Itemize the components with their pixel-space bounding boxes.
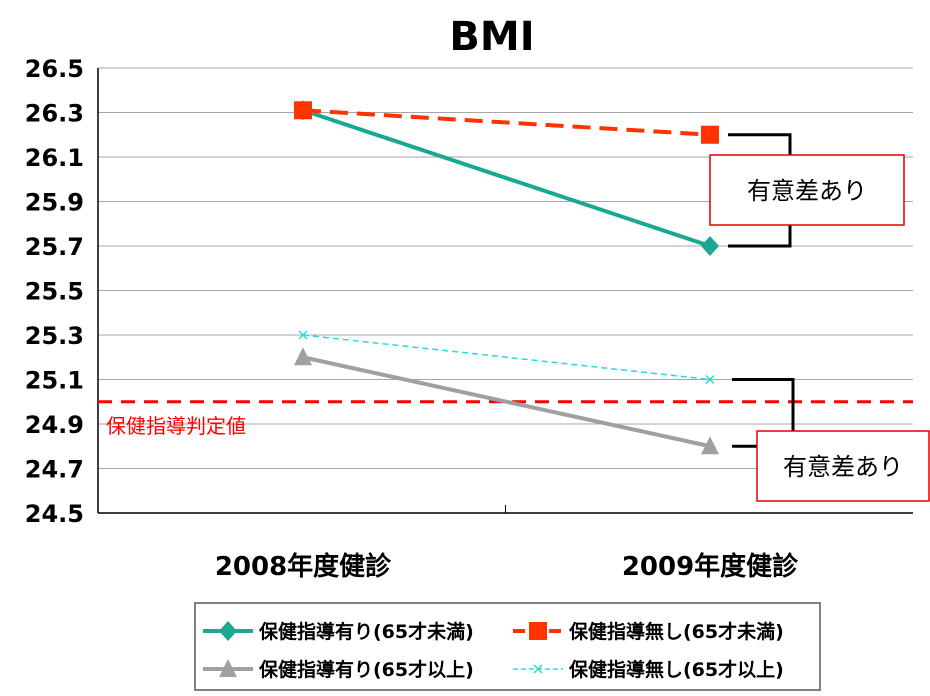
- series-4: [298, 330, 715, 385]
- significance-label: 有意差あり: [783, 453, 903, 481]
- x-category-label: 2008年度健診: [215, 551, 392, 582]
- data-point-square: [529, 622, 547, 640]
- chart-title: BMI: [449, 14, 534, 60]
- data-point-square: [701, 125, 719, 144]
- legend-item: 保健指導有り(65才未満): [203, 620, 474, 643]
- reference-line-layer: 保健指導判定値: [98, 400, 913, 438]
- significance-label: 有意差あり: [747, 177, 867, 205]
- data-point-diamond: [701, 236, 719, 256]
- series-line: [302, 334, 711, 381]
- legend-item: 保健指導有り(65才以上): [203, 658, 474, 681]
- y-tick-label: 24.7: [25, 456, 84, 484]
- data-point-x: [705, 374, 715, 385]
- y-tick-label: 25.3: [25, 322, 84, 350]
- significance-label-box: [709, 154, 905, 226]
- data-point-x: [298, 330, 308, 340]
- series-line: [302, 108, 711, 137]
- significance-annotation: 有意差あり: [732, 378, 930, 502]
- axis-layer: 24.5 24.7 24.9 25.1 25.3 25.5 25.7 25.9 26.1 26.3…: [25, 55, 913, 582]
- y-tick-label: 25.9: [25, 189, 84, 217]
- significance-annotation: 有意差あり: [709, 133, 905, 248]
- y-tick-label: 24.5: [25, 500, 84, 528]
- y-tick-label: 26.3: [25, 100, 84, 128]
- y-tick-label: 25.7: [25, 233, 84, 261]
- x-category-label: 2009年度健診: [622, 551, 799, 582]
- legend-label: 保健指導有り(65才以上): [258, 658, 474, 681]
- legend-item: 保健指導無し(65才以上): [513, 658, 784, 681]
- y-tick-label: 26.1: [25, 144, 84, 172]
- legend-item: 保健指導無し(65才未満): [513, 620, 784, 643]
- significance-label-box: [756, 430, 930, 502]
- data-point-x-stroke: [533, 664, 543, 674]
- data-point-diamond: [219, 621, 237, 641]
- series-line: [302, 108, 711, 248]
- y-tick-label: 25.1: [25, 367, 84, 395]
- reference-line-label: 保健指導判定値: [106, 414, 246, 438]
- legend-label: 保健指導有り(65才未満): [258, 620, 474, 643]
- data-point-triangle: [219, 659, 237, 677]
- data-point-x-stroke: [298, 330, 308, 340]
- data-point-x: [533, 664, 543, 674]
- series-line: [302, 355, 711, 449]
- legend-label: 保健指導無し(65才未満): [568, 620, 784, 643]
- series-2: [294, 101, 719, 144]
- legend: 保健指導有り(65才未満) 保健指導無し(65才未満) 保健指導有り(65才以上) 保…: [194, 602, 821, 691]
- series-layer: [294, 100, 719, 455]
- data-point-square: [294, 101, 312, 120]
- legend-box: [194, 602, 821, 691]
- series-3: [294, 347, 719, 455]
- y-tick-label: 24.9: [25, 411, 84, 439]
- grid-layer: [98, 67, 913, 514]
- data-point-triangle: [701, 436, 719, 455]
- y-tick-label: 26.5: [25, 55, 84, 83]
- legend-label: 保健指導無し(65才以上): [568, 658, 784, 681]
- y-tick-label: 25.5: [25, 278, 84, 306]
- data-point-x-stroke: [705, 374, 715, 385]
- data-point-triangle: [294, 347, 312, 366]
